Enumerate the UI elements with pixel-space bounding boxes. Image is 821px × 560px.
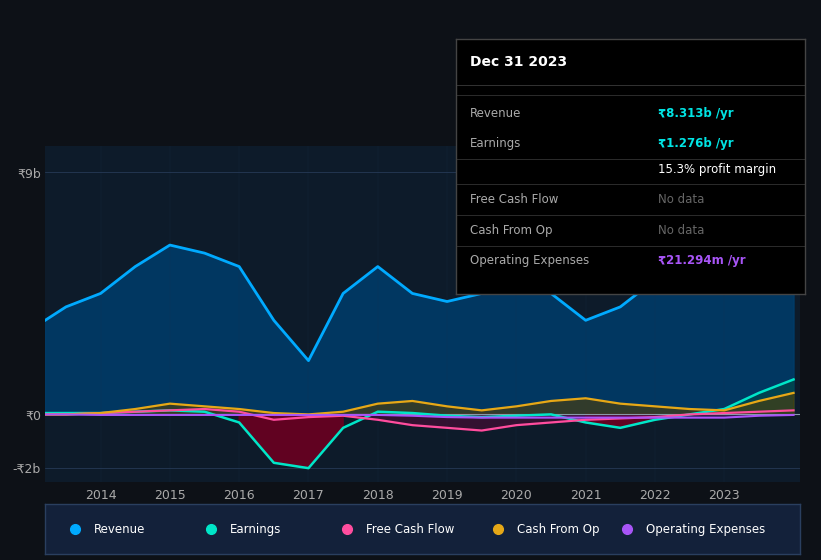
- Text: Revenue: Revenue: [470, 106, 521, 120]
- Text: Revenue: Revenue: [94, 522, 145, 536]
- Text: Free Cash Flow: Free Cash Flow: [366, 522, 455, 536]
- Text: Free Cash Flow: Free Cash Flow: [470, 193, 558, 206]
- Text: Cash From Op: Cash From Op: [517, 522, 599, 536]
- Text: ₹1.276b /yr: ₹1.276b /yr: [658, 137, 734, 150]
- Text: Operating Expenses: Operating Expenses: [645, 522, 765, 536]
- Text: Cash From Op: Cash From Op: [470, 224, 552, 237]
- Text: ₹8.313b /yr: ₹8.313b /yr: [658, 106, 734, 120]
- Text: 15.3% profit margin: 15.3% profit margin: [658, 162, 776, 176]
- Text: Earnings: Earnings: [470, 137, 521, 150]
- Text: No data: No data: [658, 193, 704, 206]
- Text: No data: No data: [658, 224, 704, 237]
- Text: Dec 31 2023: Dec 31 2023: [470, 55, 566, 69]
- Text: Earnings: Earnings: [230, 522, 282, 536]
- Text: ₹21.294m /yr: ₹21.294m /yr: [658, 254, 745, 267]
- Text: Operating Expenses: Operating Expenses: [470, 254, 589, 267]
